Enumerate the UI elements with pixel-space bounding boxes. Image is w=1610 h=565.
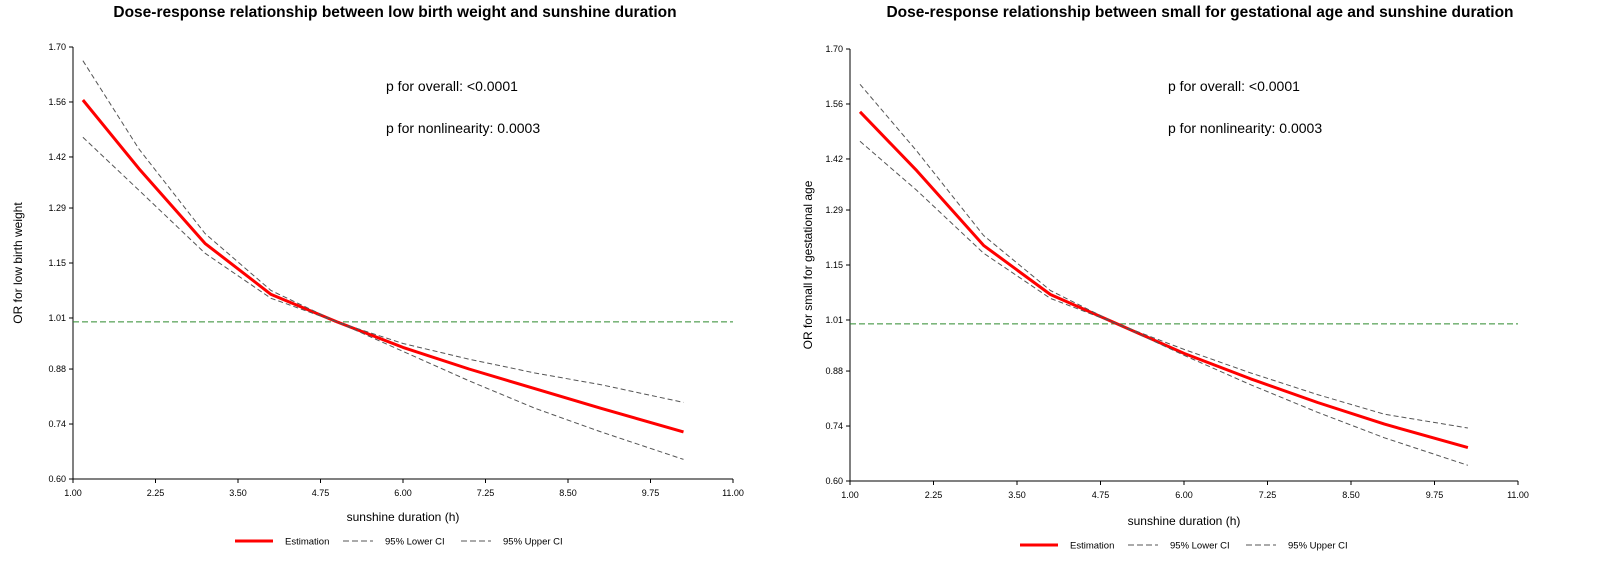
x-tick-label: 7.25 xyxy=(1259,490,1277,500)
legend-upper-ci-label: 95% Upper CI xyxy=(1288,541,1348,552)
chart-panel-small-for-gestational-age: Dose-response relationship between small… xyxy=(790,0,1610,565)
p-value-annotation: p for overall: <0.0001 xyxy=(386,78,518,94)
x-tick-label: 8.50 xyxy=(559,488,577,498)
y-tick-label: 1.29 xyxy=(48,203,66,213)
upper-ci-line xyxy=(859,83,1468,429)
x-tick-label: 7.25 xyxy=(477,488,495,498)
x-tick-label: 11.00 xyxy=(722,488,744,498)
y-tick-label: 1.29 xyxy=(825,205,843,215)
chart-svg: 1.00 2.25 3.50 4.75 6.00 7.25 8.50 9.75 11.00 0.6… xyxy=(11,42,744,548)
x-tick-label: 6.00 xyxy=(394,488,412,498)
x-tick-label: 4.75 xyxy=(312,488,330,498)
x-tick-label: 3.50 xyxy=(1008,490,1026,500)
y-tick-label: 0.60 xyxy=(825,476,843,486)
x-tick-label: 2.25 xyxy=(147,488,165,498)
legend-estimation-label: Estimation xyxy=(1070,541,1114,552)
lower-ci-line xyxy=(82,136,684,460)
legend-upper-ci-label: 95% Upper CI xyxy=(503,537,563,548)
chart-svg: 1.00 2.25 3.50 4.75 6.00 7.25 8.50 9.75 11.00 0.6… xyxy=(801,44,1529,552)
y-tick-label: 0.74 xyxy=(48,419,66,429)
x-tick-label: 8.50 xyxy=(1342,490,1360,500)
y-axis-label: OR for low birth weight xyxy=(11,202,25,324)
x-tick-label: 6.00 xyxy=(1175,490,1193,500)
p-value-annotation: p for overall: <0.0001 xyxy=(1168,78,1300,94)
x-tick-label: 3.50 xyxy=(229,488,247,498)
legend-estimation-label: Estimation xyxy=(285,537,329,548)
estimation-line xyxy=(81,99,684,434)
y-tick-label: 1.15 xyxy=(825,260,843,270)
x-tick-label: 9.75 xyxy=(1426,490,1444,500)
x-tick-label: 1.00 xyxy=(841,490,859,500)
x-tick-label: 9.75 xyxy=(642,488,660,498)
x-axis-label: sunshine duration (h) xyxy=(347,510,460,524)
x-tick-label: 1.00 xyxy=(64,488,82,498)
y-axis-label: OR for small for gestational age xyxy=(801,180,815,349)
y-tick-label: 0.74 xyxy=(825,421,843,431)
y-tick-label: 1.70 xyxy=(48,42,66,52)
y-tick-label: 1.15 xyxy=(48,258,66,268)
x-tick-label: 11.00 xyxy=(1507,490,1529,500)
y-tick-label: 1.42 xyxy=(825,154,843,164)
x-tick-label: 4.75 xyxy=(1092,490,1110,500)
y-tick-label: 1.70 xyxy=(825,44,843,54)
chart-title: Dose-response relationship between low b… xyxy=(113,4,677,21)
y-tick-label: 1.01 xyxy=(48,313,66,323)
p-value-annotation: p for nonlinearity: 0.0003 xyxy=(1168,120,1322,136)
y-tick-label: 1.42 xyxy=(48,152,66,162)
y-tick-label: 1.56 xyxy=(825,99,843,109)
y-tick-label: 0.88 xyxy=(48,364,66,374)
legend-lower-ci-label: 95% Lower CI xyxy=(1170,541,1230,552)
chart-title: Dose-response relationship between small… xyxy=(886,4,1514,21)
y-tick-label: 0.88 xyxy=(825,366,843,376)
legend-lower-ci-label: 95% Lower CI xyxy=(385,537,445,548)
y-tick-label: 0.60 xyxy=(48,474,66,484)
p-value-annotation: p for nonlinearity: 0.0003 xyxy=(386,120,540,136)
x-axis-label: sunshine duration (h) xyxy=(1128,514,1241,528)
estimation-line xyxy=(858,110,1469,450)
y-tick-label: 1.01 xyxy=(825,315,843,325)
chart-panel-low-birth-weight: Dose-response relationship between low b… xyxy=(0,0,790,565)
upper-ci-line xyxy=(82,60,684,403)
y-tick-label: 1.56 xyxy=(48,97,66,107)
x-tick-label: 2.25 xyxy=(925,490,943,500)
lower-ci-line xyxy=(859,140,1469,466)
